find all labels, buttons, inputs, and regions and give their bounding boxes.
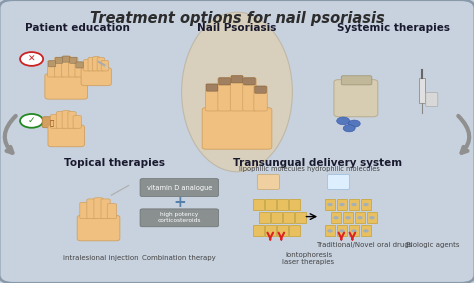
FancyBboxPatch shape (68, 112, 76, 128)
FancyBboxPatch shape (244, 78, 255, 85)
FancyBboxPatch shape (283, 212, 294, 223)
Circle shape (351, 203, 357, 206)
Text: Systemic therapies: Systemic therapies (337, 23, 450, 33)
FancyBboxPatch shape (230, 76, 244, 111)
FancyBboxPatch shape (219, 78, 230, 85)
Circle shape (339, 203, 345, 206)
Circle shape (363, 229, 369, 233)
FancyBboxPatch shape (253, 225, 264, 236)
FancyBboxPatch shape (107, 203, 117, 219)
Text: hydrophilic molecules: hydrophilic molecules (307, 166, 380, 172)
FancyBboxPatch shape (140, 209, 219, 227)
Text: Biologic agents: Biologic agents (406, 242, 460, 248)
FancyBboxPatch shape (334, 80, 378, 117)
Text: Treatment options for nail psoriasis: Treatment options for nail psoriasis (90, 11, 384, 26)
Circle shape (327, 229, 333, 233)
FancyBboxPatch shape (257, 175, 280, 189)
FancyBboxPatch shape (255, 86, 266, 93)
Text: ⬛: ⬛ (49, 119, 54, 126)
FancyBboxPatch shape (259, 212, 270, 223)
FancyBboxPatch shape (289, 225, 300, 236)
FancyBboxPatch shape (62, 56, 71, 77)
FancyBboxPatch shape (69, 57, 78, 77)
FancyBboxPatch shape (343, 212, 353, 223)
Ellipse shape (182, 12, 292, 172)
Text: Transungual delivery system: Transungual delivery system (233, 158, 402, 168)
Text: +: + (173, 195, 186, 210)
FancyBboxPatch shape (94, 198, 103, 219)
FancyBboxPatch shape (355, 212, 365, 223)
FancyBboxPatch shape (271, 212, 282, 223)
FancyBboxPatch shape (83, 60, 91, 71)
FancyBboxPatch shape (87, 199, 96, 219)
FancyBboxPatch shape (349, 199, 359, 210)
Text: Iontophoresis
laser therapies: Iontophoresis laser therapies (283, 252, 335, 265)
Circle shape (333, 216, 339, 219)
FancyBboxPatch shape (337, 199, 347, 210)
Circle shape (345, 216, 351, 219)
FancyBboxPatch shape (361, 199, 371, 210)
FancyBboxPatch shape (277, 199, 288, 210)
FancyBboxPatch shape (253, 199, 264, 210)
Circle shape (327, 203, 333, 206)
FancyBboxPatch shape (80, 202, 89, 219)
Text: ✓: ✓ (28, 116, 36, 125)
FancyBboxPatch shape (81, 68, 111, 86)
FancyBboxPatch shape (231, 76, 243, 83)
FancyBboxPatch shape (367, 212, 377, 223)
Circle shape (348, 120, 360, 127)
FancyBboxPatch shape (361, 225, 371, 236)
Circle shape (351, 229, 357, 233)
FancyBboxPatch shape (206, 84, 218, 91)
Circle shape (357, 216, 363, 219)
Text: Nail Psoriasis: Nail Psoriasis (197, 23, 277, 33)
Text: vitamin D analogue: vitamin D analogue (146, 185, 212, 190)
FancyBboxPatch shape (202, 108, 272, 149)
FancyBboxPatch shape (55, 57, 64, 77)
FancyBboxPatch shape (50, 115, 59, 128)
FancyBboxPatch shape (289, 199, 300, 210)
Circle shape (20, 114, 43, 128)
Circle shape (363, 203, 369, 206)
FancyBboxPatch shape (426, 93, 438, 107)
FancyBboxPatch shape (73, 115, 82, 128)
FancyBboxPatch shape (337, 225, 347, 236)
FancyBboxPatch shape (325, 225, 335, 236)
FancyBboxPatch shape (218, 78, 231, 111)
FancyBboxPatch shape (341, 76, 372, 85)
FancyBboxPatch shape (101, 61, 109, 71)
FancyBboxPatch shape (140, 179, 219, 196)
Text: intralesional injection: intralesional injection (63, 255, 138, 261)
FancyBboxPatch shape (56, 112, 64, 128)
FancyBboxPatch shape (265, 199, 276, 210)
FancyBboxPatch shape (97, 57, 104, 71)
FancyBboxPatch shape (295, 212, 306, 223)
Text: Traditional/Novel oral drugs: Traditional/Novel oral drugs (316, 242, 412, 248)
Text: Patient education: Patient education (25, 23, 130, 33)
Circle shape (339, 229, 345, 233)
FancyBboxPatch shape (45, 74, 88, 99)
Text: high potency
corticosteroids: high potency corticosteroids (157, 212, 201, 224)
FancyBboxPatch shape (47, 61, 57, 77)
FancyBboxPatch shape (419, 78, 425, 103)
FancyBboxPatch shape (77, 215, 120, 241)
Circle shape (20, 52, 43, 66)
FancyBboxPatch shape (349, 225, 359, 236)
FancyBboxPatch shape (76, 62, 83, 68)
FancyBboxPatch shape (88, 57, 95, 71)
FancyBboxPatch shape (48, 125, 84, 147)
Circle shape (343, 125, 355, 132)
Text: lipophilic molecules: lipophilic molecules (239, 166, 305, 172)
Circle shape (369, 216, 375, 219)
FancyBboxPatch shape (325, 199, 335, 210)
FancyBboxPatch shape (277, 225, 288, 236)
Text: Combination therapy: Combination therapy (142, 255, 216, 261)
FancyBboxPatch shape (265, 225, 276, 236)
FancyBboxPatch shape (42, 117, 61, 128)
FancyBboxPatch shape (48, 61, 56, 67)
Text: ✕: ✕ (28, 55, 36, 63)
FancyBboxPatch shape (243, 78, 256, 111)
Text: Topical therapies: Topical therapies (64, 158, 165, 168)
Circle shape (337, 117, 350, 125)
